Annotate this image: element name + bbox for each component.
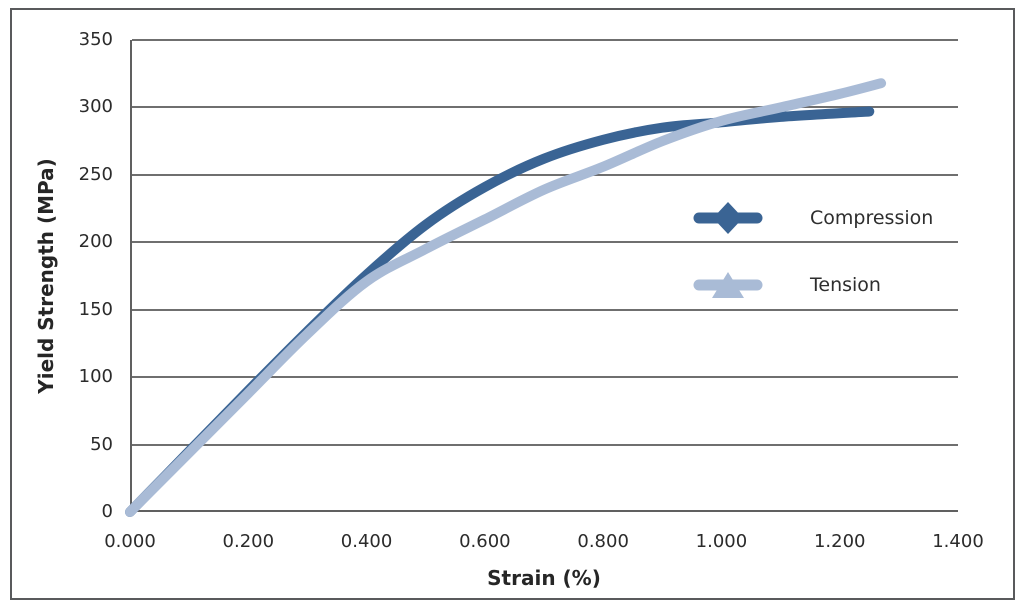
legend-label-compression: Compression [810,207,934,229]
gridline-y-100 [132,376,958,379]
x-tick-label-0.000: 0.000 [104,531,156,552]
legend-entry-compression: Compression [693,200,933,236]
gridline-y-300 [132,106,958,109]
y-tick-label-0: 0 [101,501,113,522]
x-tick-label-0.800: 0.800 [577,531,629,552]
y-tick-label-150: 150 [78,298,113,320]
x-tick-label-0.200: 0.200 [222,531,275,552]
x-tick-label-0.600: 0.600 [459,531,511,552]
gridline-y-150 [132,308,958,311]
gridline-y-200 [132,241,958,244]
x-tick-label-1.400: 1.400 [932,531,984,552]
x-tick-label-1.200: 1.200 [813,531,866,552]
y-tick-label-250: 250 [78,163,113,185]
legend-label-tension: Tension [810,274,881,296]
y-tick-label-350: 350 [78,29,113,50]
y-axis-title: Yield Strength (MPa) [34,158,58,394]
gridline-y-250 [132,173,958,176]
gridline-y-50 [132,443,958,446]
x-axis-title: Strain (%) [487,566,601,590]
gridline-y-350 [132,39,958,41]
y-tick-label-50: 50 [90,433,113,455]
x-tick-label-1.000: 1.000 [695,531,748,552]
y-tick-label-100: 100 [78,366,113,388]
y-tick-label-200: 200 [78,231,113,253]
legend-entry-tension: Tension [693,267,881,303]
legend-diamond-marker-icon [693,202,763,234]
legend-triangle-marker-icon [693,272,763,298]
y-tick-label-300: 300 [78,96,113,118]
x-tick-label-0.400: 0.400 [340,531,393,552]
